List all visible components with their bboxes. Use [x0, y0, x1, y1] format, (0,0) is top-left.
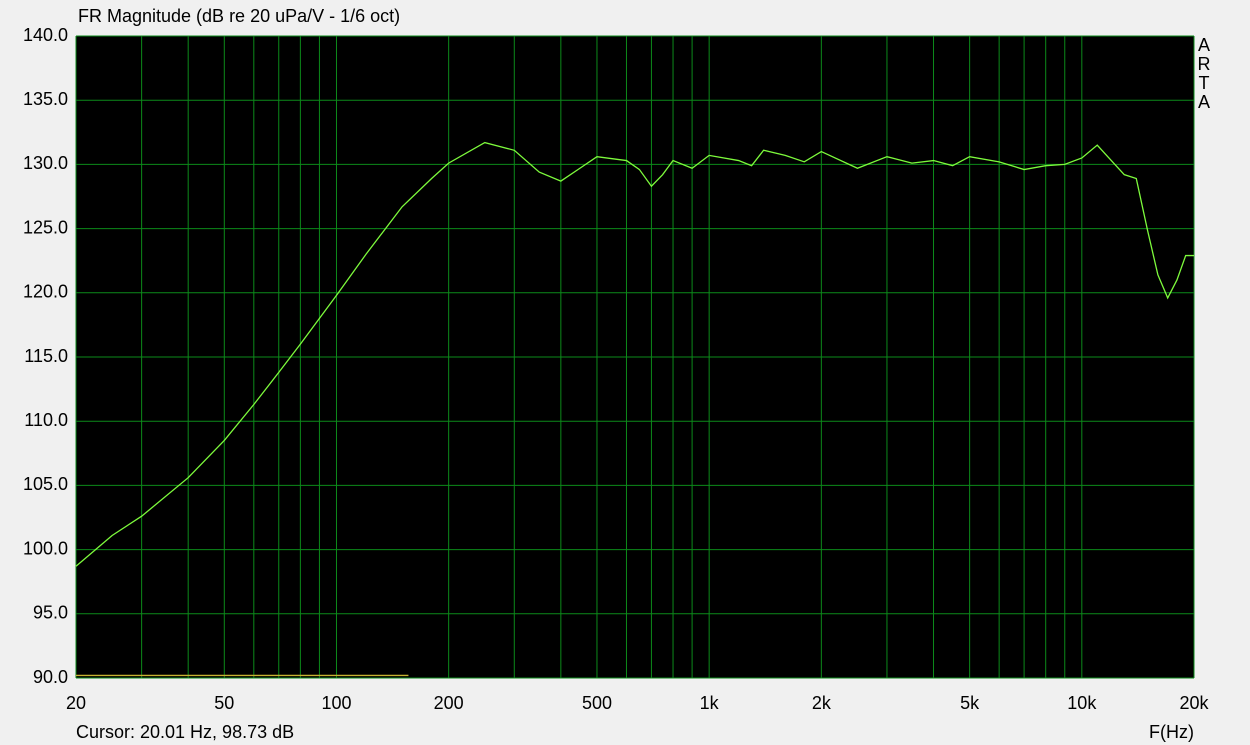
x-tick-label: 20k	[1179, 693, 1209, 713]
y-tick-label: 115.0	[24, 346, 68, 366]
x-tick-label: 2k	[812, 693, 832, 713]
chart-title: FR Magnitude (dB re 20 uPa/V - 1/6 oct)	[78, 6, 400, 26]
x-tick-label: 20	[66, 693, 86, 713]
data-line	[75, 141, 1194, 567]
cursor-readout: Cursor: 20.01 Hz, 98.73 dB	[76, 722, 294, 742]
x-tick-label: 500	[582, 693, 612, 713]
x-tick-label: 1k	[700, 693, 720, 713]
y-tick-label: 130.0	[23, 153, 68, 173]
y-tick-label: 135.0	[23, 89, 68, 109]
y-tick-label: 100.0	[23, 538, 68, 558]
y-tick-label: 95.0	[33, 603, 68, 623]
brand-label: ARTA	[1197, 35, 1211, 112]
y-tick-label: 125.0	[23, 217, 68, 237]
x-tick-label: 100	[321, 693, 351, 713]
x-tick-label: 50	[214, 693, 234, 713]
x-tick-label: 200	[434, 693, 464, 713]
x-tick-label: 5k	[960, 693, 980, 713]
x-axis-label: F(Hz)	[1149, 722, 1194, 742]
x-tick-label: 10k	[1067, 693, 1097, 713]
y-tick-label: 120.0	[23, 282, 68, 302]
y-tick-label: 105.0	[23, 474, 68, 494]
y-tick-label: 110.0	[24, 410, 68, 430]
y-tick-label: 140.0	[23, 25, 68, 45]
y-tick-label: 90.0	[33, 667, 68, 687]
